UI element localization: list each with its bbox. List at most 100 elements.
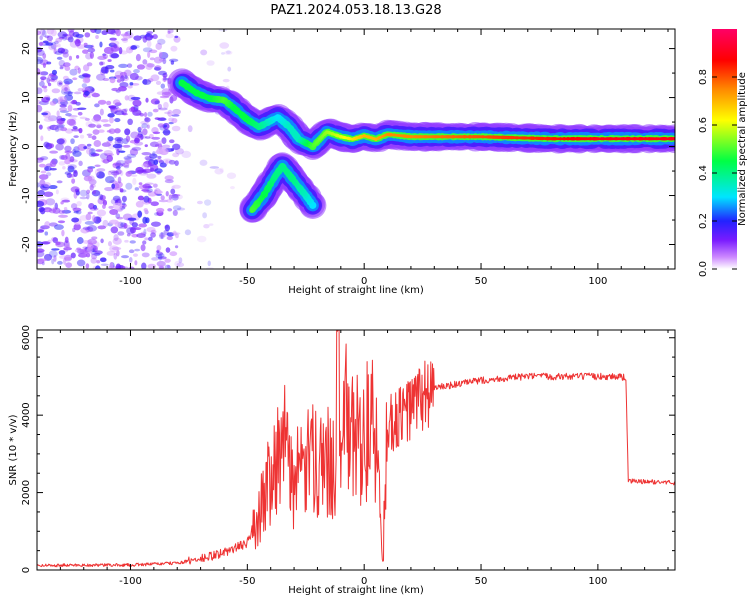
noise-speckle bbox=[132, 109, 142, 116]
noise-speckle bbox=[44, 209, 53, 212]
noise-speckle bbox=[167, 30, 171, 35]
noise-speckle bbox=[164, 175, 174, 181]
noise-speckle bbox=[53, 48, 57, 55]
noise-speckle bbox=[109, 209, 119, 216]
noise-speckle bbox=[169, 139, 175, 144]
noise-speckle bbox=[43, 191, 54, 197]
noise-speckle bbox=[100, 119, 109, 123]
noise-speckle bbox=[98, 194, 104, 201]
noise-speckle bbox=[42, 184, 49, 189]
noise-speckle bbox=[109, 77, 116, 84]
noise-speckle bbox=[102, 204, 106, 209]
noise-speckle bbox=[71, 117, 77, 121]
noise-speckle bbox=[96, 209, 107, 217]
noise-speckle bbox=[102, 78, 110, 82]
noise-speckle bbox=[107, 59, 112, 62]
noise-speckle bbox=[176, 262, 185, 268]
noise-speckle bbox=[111, 183, 116, 189]
noise-speckle bbox=[58, 59, 66, 67]
noise-speckle bbox=[115, 168, 122, 175]
noise-speckle bbox=[73, 135, 79, 139]
noise-speckle bbox=[107, 113, 115, 118]
noise-speckle bbox=[150, 232, 156, 238]
noise-speckle bbox=[37, 182, 40, 188]
noise-speckle bbox=[145, 157, 155, 162]
noise-speckle bbox=[73, 169, 78, 178]
noise-speckle bbox=[65, 113, 72, 117]
noise-speckle bbox=[112, 163, 123, 166]
noise-speckle bbox=[90, 153, 100, 157]
noise-speckle bbox=[89, 184, 94, 191]
noise-speckle bbox=[144, 136, 151, 139]
noise-speckle bbox=[47, 82, 52, 87]
noise-speckle bbox=[96, 171, 105, 179]
noise-speckle bbox=[96, 260, 101, 264]
noise-speckle bbox=[124, 157, 133, 164]
spectrogram-x-ticks: -100 -50 0 50 100 bbox=[59, 29, 669, 287]
noise-speckle bbox=[47, 239, 52, 244]
x-tick-label: 100 bbox=[588, 276, 607, 287]
noise-speckle bbox=[114, 110, 125, 116]
noise-speckle bbox=[63, 78, 73, 85]
noise-speckle bbox=[106, 100, 112, 106]
noise-speckle bbox=[87, 224, 98, 232]
noise-speckle bbox=[167, 109, 173, 117]
snr-line bbox=[37, 330, 675, 568]
noise-speckle bbox=[67, 100, 74, 106]
noise-speckle bbox=[141, 189, 150, 192]
noise-speckle bbox=[86, 62, 93, 67]
noise-speckle bbox=[41, 241, 51, 245]
noise-speckle bbox=[121, 195, 127, 203]
y-tick-label: 10 bbox=[21, 91, 32, 104]
noise-speckle bbox=[131, 44, 140, 49]
main-signal-trace bbox=[167, 68, 675, 160]
noise-speckle bbox=[76, 200, 82, 207]
noise-speckle bbox=[152, 108, 159, 113]
noise-speckle bbox=[115, 29, 121, 37]
noise-speckle bbox=[89, 51, 94, 59]
noise-speckle bbox=[47, 115, 58, 122]
noise-speckle bbox=[40, 135, 44, 142]
noise-speckle bbox=[86, 189, 91, 194]
noise-speckle bbox=[77, 143, 87, 151]
noise-speckle bbox=[214, 168, 224, 175]
noise-speckle bbox=[116, 216, 124, 220]
noise-speckle bbox=[108, 170, 119, 173]
noise-speckle bbox=[161, 77, 169, 82]
noise-speckle bbox=[150, 201, 159, 207]
noise-speckle bbox=[187, 125, 193, 133]
noise-speckle bbox=[169, 58, 179, 62]
noise-speckle bbox=[108, 219, 119, 225]
noise-speckle bbox=[64, 86, 68, 92]
noise-speckle bbox=[88, 178, 95, 185]
noise-speckle bbox=[61, 34, 68, 41]
noise-speckle bbox=[68, 55, 72, 61]
noise-speckle bbox=[70, 203, 78, 210]
noise-speckle bbox=[167, 29, 174, 34]
noise-speckle bbox=[154, 66, 161, 71]
noise-speckle bbox=[60, 127, 68, 132]
noise-speckle bbox=[166, 235, 173, 241]
noise-speckle bbox=[37, 241, 44, 247]
noise-speckle bbox=[51, 248, 60, 251]
noise-speckle bbox=[110, 45, 120, 53]
noise-speckle bbox=[125, 182, 133, 190]
noise-speckle bbox=[161, 137, 167, 144]
noise-speckle bbox=[59, 107, 68, 112]
noise-speckle bbox=[44, 166, 52, 172]
noise-speckle bbox=[129, 257, 133, 263]
noise-speckle bbox=[61, 229, 65, 237]
x-tick-label: 50 bbox=[475, 276, 488, 287]
noise-speckle bbox=[161, 91, 172, 98]
noise-speckle bbox=[154, 117, 161, 120]
noise-speckle bbox=[84, 221, 95, 225]
noise-speckle bbox=[160, 232, 164, 239]
noise-speckle bbox=[39, 207, 46, 215]
noise-speckle bbox=[113, 252, 118, 260]
noise-speckle bbox=[129, 240, 136, 244]
noise-speckle bbox=[37, 87, 43, 95]
noise-speckle bbox=[44, 221, 51, 229]
noise-speckle bbox=[165, 247, 171, 253]
noise-speckle bbox=[43, 87, 48, 93]
